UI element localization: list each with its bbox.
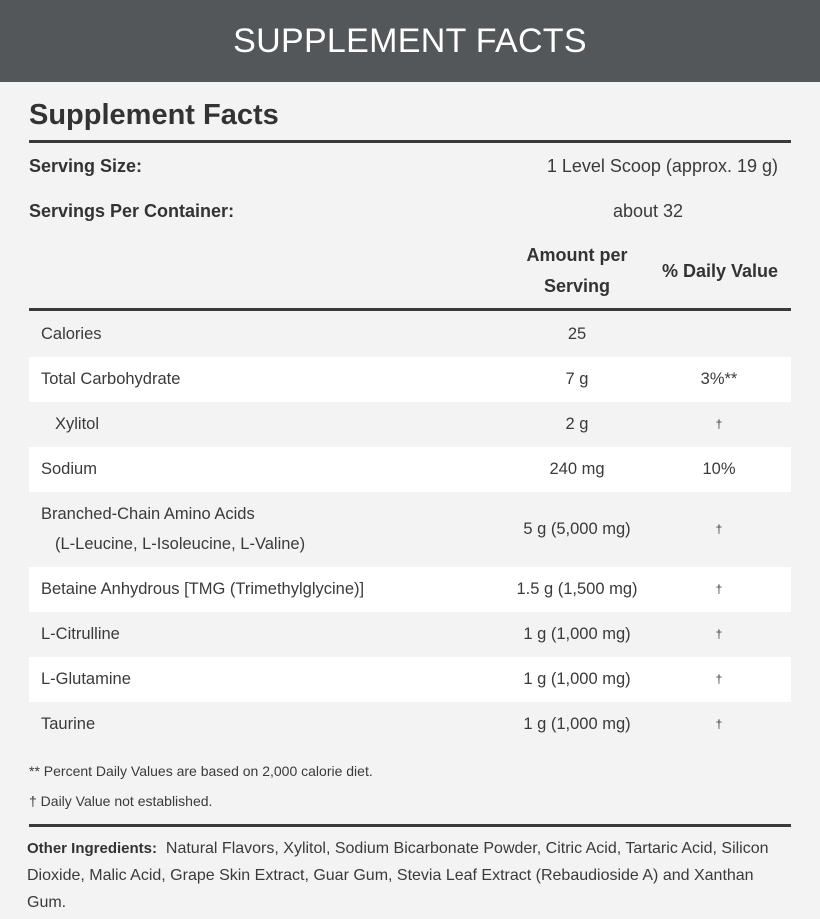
servings-label: Servings Per Container: xyxy=(29,201,235,221)
amount-header-line2: Serving xyxy=(543,276,611,296)
nutrient-amount: 1.5 g (1,500 mg) xyxy=(516,580,638,598)
nutrient-name: Xylitol xyxy=(55,415,100,433)
footnote-not-established: † Daily Value not established. xyxy=(29,793,213,809)
nutrient-dv: 3%** xyxy=(700,370,738,388)
table-row: Sodium 240 mg 10% xyxy=(29,447,791,492)
nutrient-amount: 1 g (1,000 mg) xyxy=(523,625,631,643)
nutrient-amount: 240 mg xyxy=(549,460,605,478)
divider xyxy=(29,308,791,311)
nutrient-dv: † xyxy=(715,417,723,431)
table-row: L-Citrulline 1 g (1,000 mg) † xyxy=(29,612,791,657)
nutrient-amount: 25 xyxy=(567,325,587,343)
nutrient-dv: † xyxy=(715,582,723,596)
table-row: Taurine 1 g (1,000 mg) † xyxy=(29,702,791,747)
serving-size-value: 1 Level Scoop (approx. 19 g) xyxy=(546,156,778,176)
nutrient-name: L-Citrulline xyxy=(41,625,120,643)
nutrient-dv: † xyxy=(715,672,723,686)
nutrient-dv: † xyxy=(715,627,723,641)
other-ingredients: Other Ingredients: Natural Flavors, Xyli… xyxy=(27,835,797,916)
dv-column-header: % Daily Value xyxy=(661,261,779,281)
nutrient-name: Calories xyxy=(41,325,102,343)
table-row: Betaine Anhydrous [TMG (Trimethylglycine… xyxy=(29,567,791,612)
table-row: Total Carbohydrate 7 g 3%** xyxy=(29,357,791,402)
nutrient-dv: † xyxy=(715,522,723,536)
servings-value: about 32 xyxy=(612,201,684,221)
nutrient-name: L-Glutamine xyxy=(41,670,131,688)
nutrient-amount: 7 g xyxy=(565,370,589,388)
amount-header-line1: Amount per xyxy=(526,245,628,265)
table-row: L-Glutamine 1 g (1,000 mg) † xyxy=(29,657,791,702)
divider xyxy=(29,140,791,143)
nutrient-name: Total Carbohydrate xyxy=(41,370,181,388)
serving-size-label: Serving Size: xyxy=(29,156,143,176)
nutrient-amount: 1 g (1,000 mg) xyxy=(523,670,631,688)
amount-column-header: Amount per Serving xyxy=(512,240,642,302)
other-ingredients-text: Natural Flavors, Xylitol, Sodium Bicarbo… xyxy=(27,840,769,911)
page-header: SUPPLEMENT FACTS xyxy=(0,0,820,82)
nutrient-name: Branched-Chain Amino Acids xyxy=(41,505,255,523)
nutrient-amount: 2 g xyxy=(565,415,589,433)
other-ingredients-label: Other Ingredients: xyxy=(27,840,158,857)
nutrient-amount: 1 g (1,000 mg) xyxy=(523,715,631,733)
table-row: Xylitol 2 g † xyxy=(29,402,791,447)
facts-title: Supplement Facts xyxy=(29,99,279,131)
footnote-daily-values: ** Percent Daily Values are based on 2,0… xyxy=(29,763,373,779)
nutrient-name: Sodium xyxy=(41,460,97,478)
table-row: Branched-Chain Amino Acids (L-Leucine, L-… xyxy=(29,492,791,567)
nutrient-name: Betaine Anhydrous [TMG (Trimethylglycine… xyxy=(41,580,365,598)
nutrient-subtext: (L-Leucine, L-Isoleucine, L-Valine) xyxy=(55,535,306,553)
nutrient-name: Taurine xyxy=(41,715,96,733)
divider xyxy=(29,824,791,827)
nutrient-dv: † xyxy=(715,717,723,731)
nutrient-amount: 5 g (5,000 mg) xyxy=(523,520,631,538)
table-row: Calories 25 xyxy=(29,312,791,357)
nutrient-dv: 10% xyxy=(702,460,736,478)
